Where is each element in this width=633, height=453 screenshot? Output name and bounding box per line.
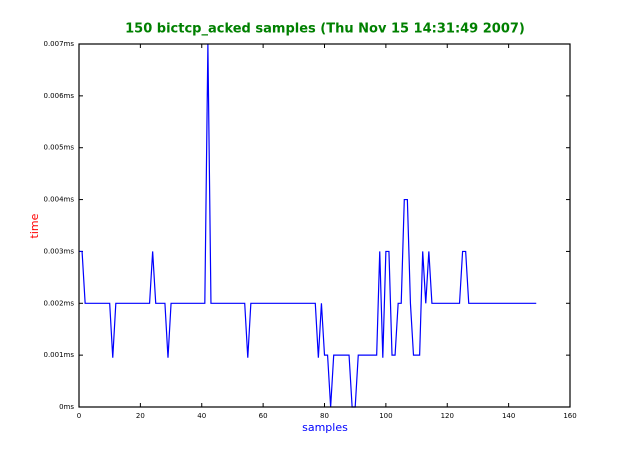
x-tick-label: 140 [502,412,515,420]
y-tick-label: 0.007ms [43,40,74,48]
y-tick-label: 0.006ms [43,92,74,100]
x-tick-label: 40 [197,412,206,420]
x-tick-label: 80 [320,412,329,420]
x-tick-label: 20 [136,412,145,420]
y-tick-label: 0.002ms [43,299,74,307]
x-tick-label: 60 [259,412,268,420]
y-tick-label: 0.005ms [43,144,74,152]
y-tick-label: 0ms [59,403,74,411]
x-axis-label: samples [302,421,348,434]
y-axis-label: time [28,213,41,238]
y-tick-label: 0.003ms [43,247,74,255]
x-tick-label: 160 [563,412,576,420]
x-tick-label: 0 [77,412,81,420]
y-tick-label: 0.004ms [43,196,74,204]
data-line [79,43,537,408]
plot-frame [78,43,571,408]
x-tick-label: 100 [379,412,392,420]
y-tick-label: 0.001ms [43,351,74,359]
chart-title: 150 bictcp_acked samples (Thu Nov 15 14:… [125,22,525,37]
x-tick-label: 120 [441,412,454,420]
